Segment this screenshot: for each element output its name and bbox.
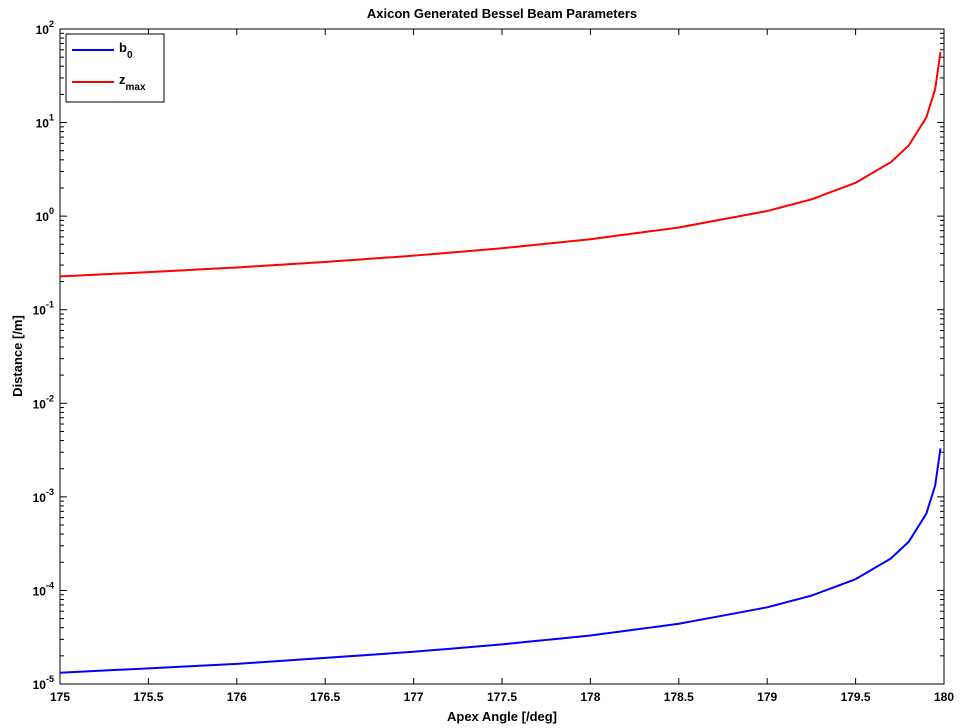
x-tick-label: 176.5 <box>310 690 340 704</box>
x-tick-label: 177.5 <box>487 690 517 704</box>
y-tick-base: 10 <box>36 23 50 37</box>
y-tick-exp: -2 <box>46 393 54 403</box>
x-axis-label: Apex Angle [/deg] <box>447 709 557 724</box>
y-tick-exp: -4 <box>46 580 54 590</box>
y-tick-base: 10 <box>33 584 47 598</box>
y-tick-label: 10-1 <box>33 300 54 318</box>
y-tick-exp: 0 <box>49 206 54 216</box>
y-tick-base: 10 <box>33 304 47 318</box>
legend-name: b <box>119 40 127 55</box>
y-tick-base: 10 <box>33 678 47 692</box>
x-tick-label: 175 <box>50 690 70 704</box>
y-tick-exp: 1 <box>49 113 54 123</box>
x-tick-label: 177 <box>404 690 424 704</box>
y-tick-base: 10 <box>33 491 47 505</box>
y-tick-base: 10 <box>33 397 47 411</box>
y-tick-exp: -5 <box>46 674 54 684</box>
x-tick-label: 175.5 <box>133 690 163 704</box>
y-tick-label: 100 <box>36 206 54 224</box>
y-tick-label: 10-2 <box>33 393 54 411</box>
y-tick-exp: -3 <box>46 487 54 497</box>
x-tick-label: 180 <box>934 690 954 704</box>
x-tick-label: 176 <box>227 690 247 704</box>
y-tick-label: 102 <box>36 19 54 37</box>
plot-area <box>60 29 944 684</box>
y-tick-exp: -1 <box>46 300 54 310</box>
y-axis-label: Distance [/m] <box>10 315 25 397</box>
chart-title: Axicon Generated Bessel Beam Parameters <box>367 6 637 21</box>
x-tick-label: 179 <box>757 690 777 704</box>
legend-box <box>66 34 164 102</box>
y-tick-label: 101 <box>36 113 54 131</box>
x-tick-label: 178 <box>580 690 600 704</box>
x-tick-label: 179.5 <box>841 690 871 704</box>
x-tick-label: 178.5 <box>664 690 694 704</box>
legend-subscript: 0 <box>127 50 133 61</box>
y-tick-base: 10 <box>36 117 50 131</box>
y-tick-label: 10-3 <box>33 487 54 505</box>
y-tick-label: 10-4 <box>33 580 54 598</box>
y-tick-base: 10 <box>36 210 50 224</box>
legend-subscript: max <box>126 82 146 93</box>
y-tick-exp: 2 <box>49 19 54 29</box>
